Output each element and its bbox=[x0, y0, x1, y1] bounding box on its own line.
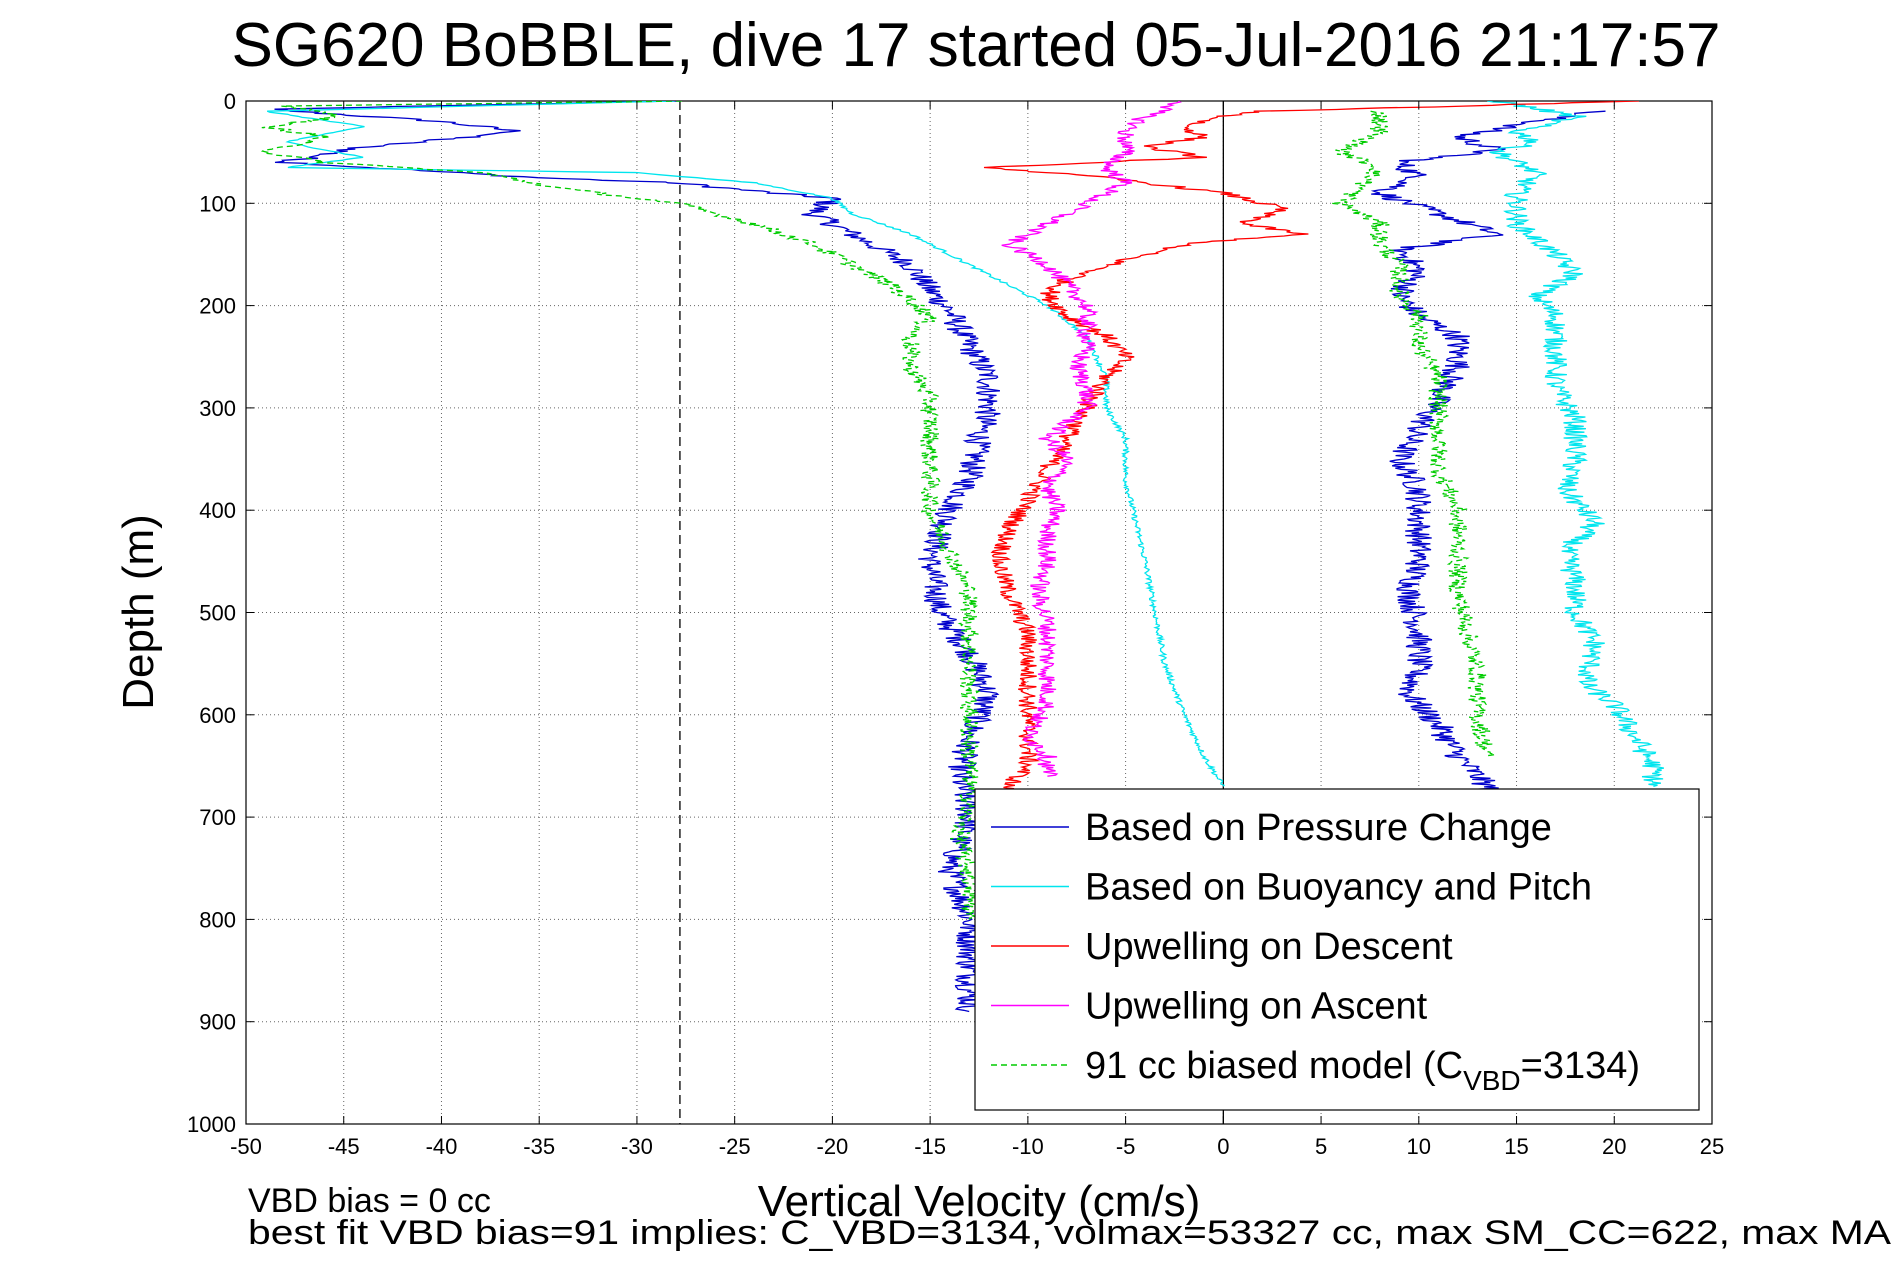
x-tick-labels: -50 -45 -40 -35 -30 -25 -20 -15 -10 -5 0 5 10 15 20 25 bbox=[230, 1134, 1724, 1159]
y-tick-label: 900 bbox=[199, 1010, 236, 1035]
x-tick-label: 5 bbox=[1315, 1134, 1327, 1159]
x-tick-label: -5 bbox=[1116, 1134, 1136, 1159]
y-tick-label: 600 bbox=[199, 703, 236, 728]
y-tick-label: 700 bbox=[199, 805, 236, 830]
footer-vbd-bias: VBD bias = 0 cc bbox=[248, 1182, 491, 1220]
y-tick-label: 0 bbox=[224, 89, 236, 114]
legend-box bbox=[974, 788, 1700, 1111]
x-tick-label: -25 bbox=[719, 1134, 751, 1159]
x-axis-title: Vertical Velocity (cm/s) bbox=[758, 1177, 1201, 1226]
axis-ticks bbox=[245, 100, 1713, 1125]
data-series bbox=[260, 101, 1665, 1013]
x-tick-label: -35 bbox=[523, 1134, 555, 1159]
x-tick-label: -50 bbox=[230, 1134, 262, 1159]
series-line bbox=[1001, 101, 1182, 777]
x-tick-label: -20 bbox=[817, 1134, 849, 1159]
legend-label: Upwelling on Ascent bbox=[1085, 986, 1428, 1028]
x-tick-label: 0 bbox=[1217, 1134, 1229, 1159]
y-tick-label: 500 bbox=[199, 601, 236, 626]
series-line bbox=[274, 101, 1001, 1013]
x-tick-label: -15 bbox=[914, 1134, 946, 1159]
x-tick-label: -30 bbox=[621, 1134, 653, 1159]
x-tick-label: 15 bbox=[1504, 1134, 1528, 1159]
y-tick-label: 1000 bbox=[187, 1112, 236, 1137]
legend: Based on Pressure Change Based on Buoyanc… bbox=[974, 788, 1700, 1111]
y-tick-label: 100 bbox=[199, 191, 236, 216]
series-line bbox=[1370, 110, 1606, 798]
y-tick-label: 800 bbox=[199, 907, 236, 932]
legend-label: Based on Pressure Change bbox=[1085, 807, 1552, 849]
series-line bbox=[983, 101, 1639, 798]
x-tick-label: 20 bbox=[1602, 1134, 1626, 1159]
x-tick-label: 25 bbox=[1700, 1134, 1724, 1159]
chart-title: SG620 BoBBLE, dive 17 started 05-Jul-201… bbox=[232, 11, 1721, 80]
y-tick-label: 400 bbox=[199, 498, 236, 523]
x-tick-label: 10 bbox=[1407, 1134, 1431, 1159]
y-tick-labels: 0 100 200 300 400 500 600 700 800 900 1000 bbox=[187, 89, 236, 1137]
x-tick-label: -10 bbox=[1012, 1134, 1044, 1159]
series-line bbox=[266, 101, 1225, 787]
series-line bbox=[1331, 110, 1496, 757]
series-line bbox=[260, 101, 981, 920]
x-tick-label: -45 bbox=[328, 1134, 360, 1159]
x-tick-label: -40 bbox=[426, 1134, 458, 1159]
legend-label: Upwelling on Descent bbox=[1085, 926, 1453, 968]
y-tick-label: 200 bbox=[199, 294, 236, 319]
y-tick-label: 300 bbox=[199, 396, 236, 421]
y-axis-title: Depth (m) bbox=[114, 514, 163, 710]
footer-best-fit: best fit VBD bias=91 implies: C_VBD=3134… bbox=[248, 1214, 1891, 1252]
legend-label: Based on Buoyancy and Pitch bbox=[1085, 867, 1592, 909]
series-line bbox=[1487, 101, 1665, 788]
